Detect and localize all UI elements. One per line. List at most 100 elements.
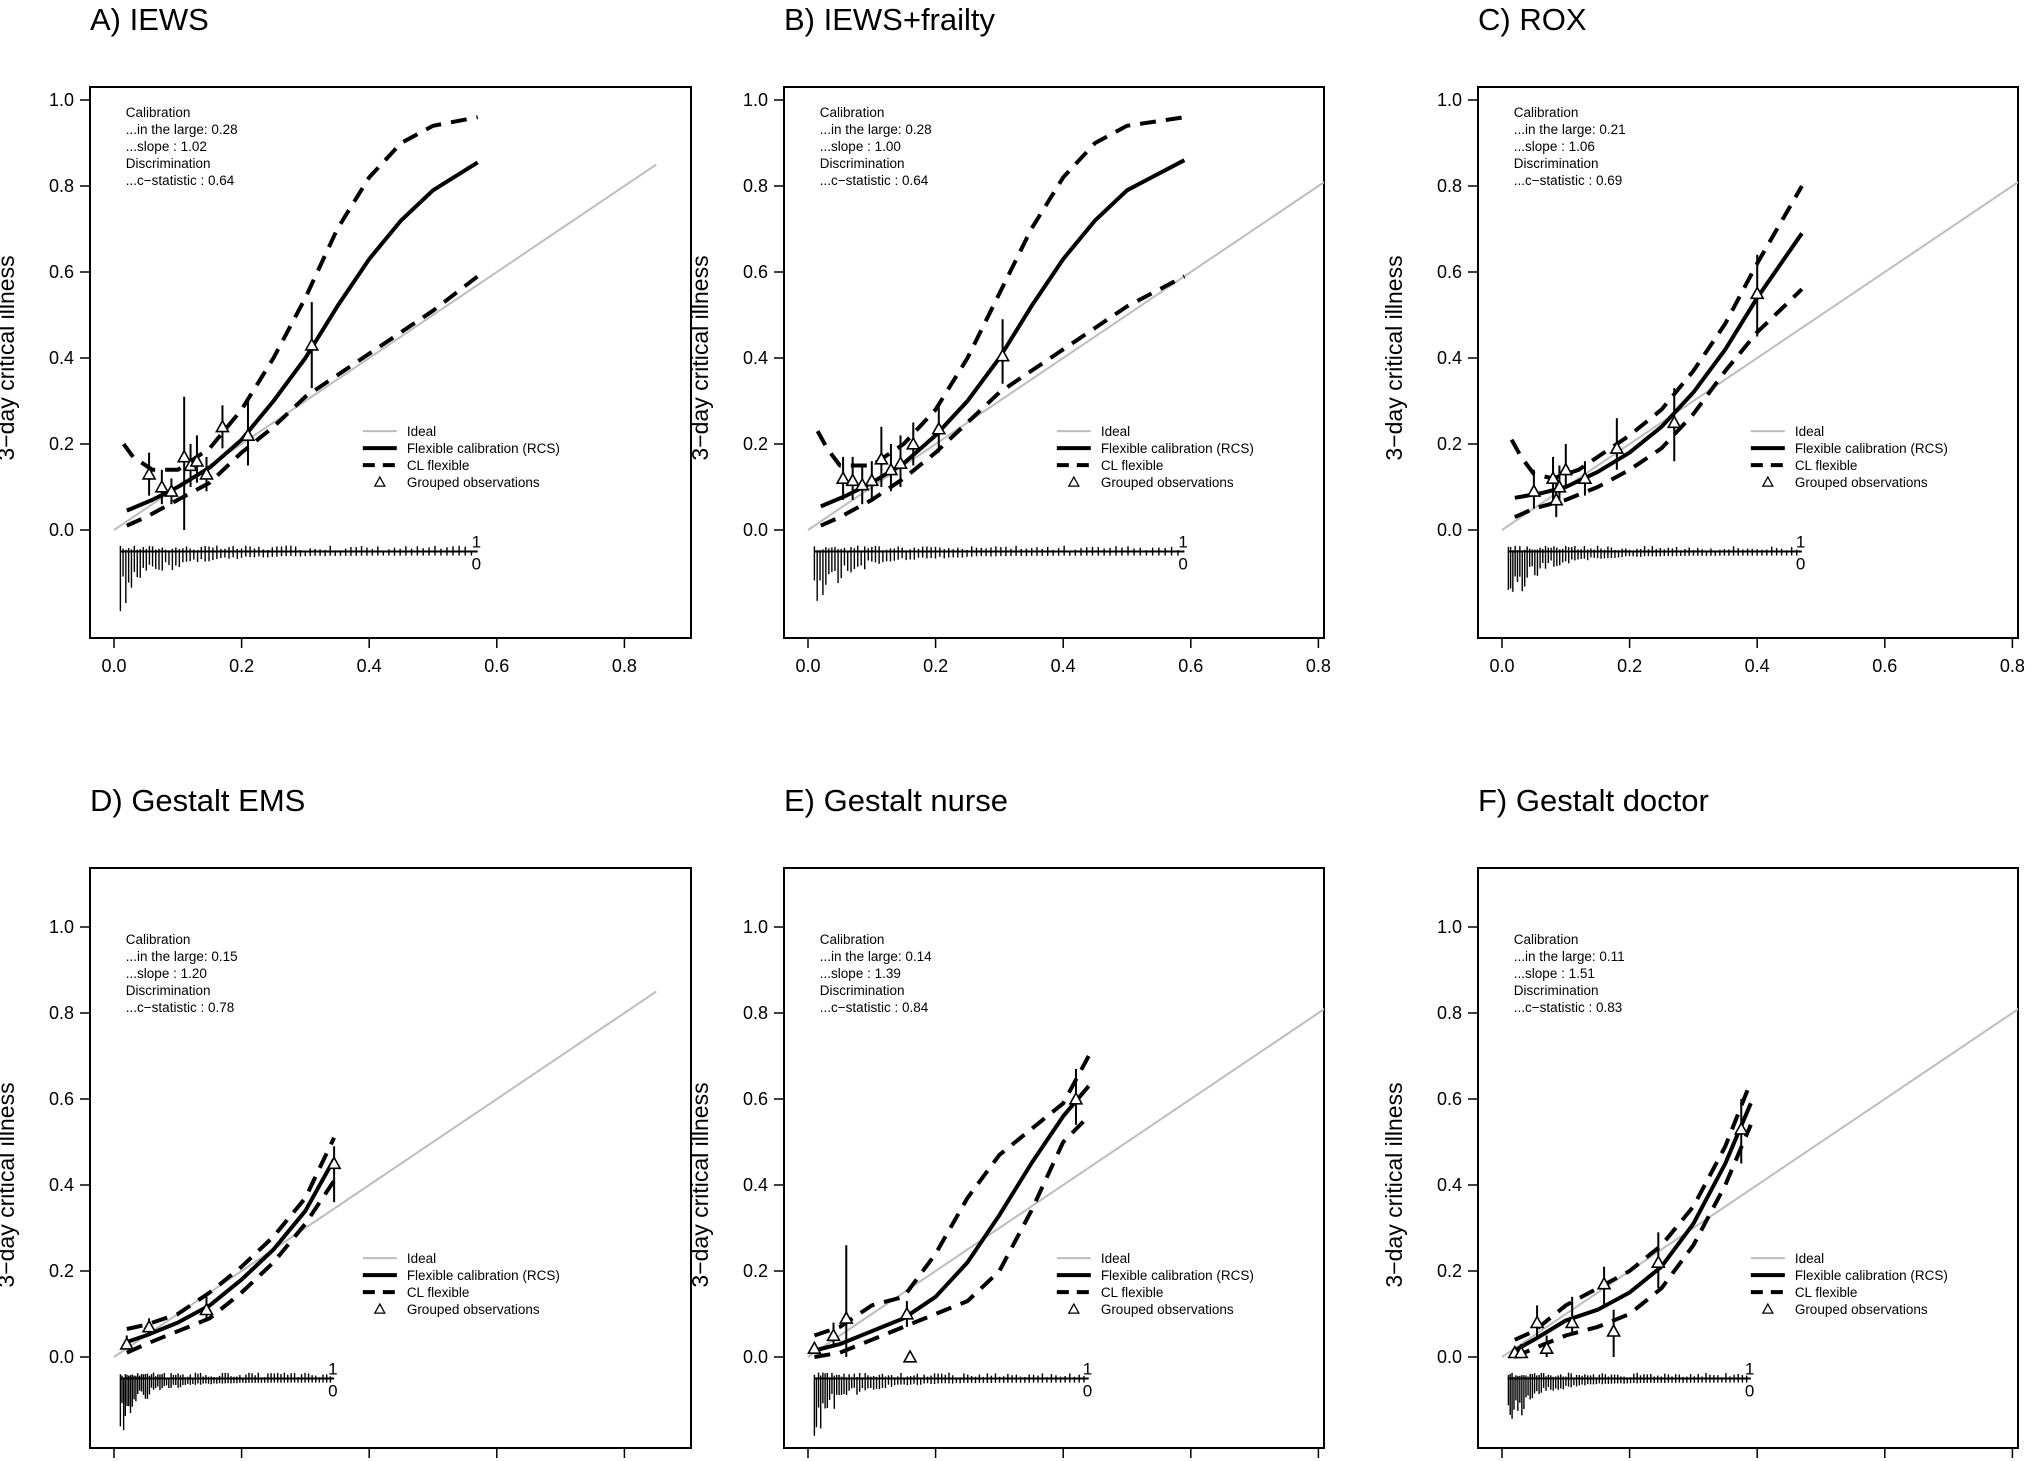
calibration-stat-line: Discrimination xyxy=(1514,983,1599,998)
legend-label: Flexible calibration (RCS) xyxy=(1795,1268,1948,1283)
calibration-stat-line: Discrimination xyxy=(1514,156,1599,171)
legend-swatch-observation xyxy=(1761,475,1774,487)
x-tick-label: 0.2 xyxy=(229,656,254,676)
calibration-stat-line: ...in the large: 0.28 xyxy=(820,122,932,137)
grouped-observation-marker xyxy=(189,453,205,467)
grouped-observation-marker xyxy=(199,1302,214,1316)
y-tick-label: 0.2 xyxy=(743,434,768,454)
calibration-stat-line: ...c−statistic : 0.83 xyxy=(1514,1000,1622,1015)
legend-swatch-observation xyxy=(1761,1302,1774,1314)
y-axis-label: 3−day critical illness xyxy=(0,1082,19,1287)
flexible-calibration-curve xyxy=(1514,232,1804,500)
y-tick-label: 1.0 xyxy=(743,917,768,937)
distribution-rug xyxy=(813,1372,1085,1436)
rug-label-nonevent: 0 xyxy=(472,555,481,574)
calibration-stat-line: Calibration xyxy=(1514,932,1579,947)
grouped-observation-marker xyxy=(905,436,921,450)
legend-label: Flexible calibration (RCS) xyxy=(1795,441,1948,456)
flexible-calibration-curve xyxy=(126,1158,336,1344)
distribution-rug xyxy=(1507,1372,1748,1419)
calibration-stat-line: Discrimination xyxy=(126,983,211,998)
ideal-line xyxy=(807,1008,1324,1358)
y-axis-label: 3−day critical illness xyxy=(687,1082,713,1287)
y-tick-label: 1.0 xyxy=(743,90,768,110)
plot-frame xyxy=(783,86,1325,639)
legend-label: CL flexible xyxy=(407,458,470,473)
calibration-stat-line: Discrimination xyxy=(820,983,905,998)
x-tick-label: 0.0 xyxy=(1489,656,1514,676)
y-tick-label: 0.6 xyxy=(1437,1089,1462,1109)
grouped-observation-marker xyxy=(826,1327,841,1342)
legend: Ideal Flexible calibration (RCS) CL flexib… xyxy=(1056,424,1254,490)
grouped-observation-marker xyxy=(1068,1091,1084,1105)
x-tick-label: 0.8 xyxy=(1306,656,1331,676)
calibration-stat-line: Discrimination xyxy=(126,156,211,171)
y-tick-label: 0.8 xyxy=(1437,1003,1462,1023)
confidence-limit-curve-2 xyxy=(814,1114,1091,1359)
calibration-stat-line: ...in the large: 0.21 xyxy=(1514,122,1626,137)
x-tick-label: 0.8 xyxy=(2000,656,2025,676)
grouped-observation-marker xyxy=(1577,470,1593,485)
x-tick-label: 0.0 xyxy=(795,656,820,676)
y-tick-label: 0.8 xyxy=(1437,176,1462,196)
calibration-stat-line: ...c−statistic : 0.64 xyxy=(820,173,929,188)
y-tick-label: 0.8 xyxy=(743,176,768,196)
legend-label: Flexible calibration (RCS) xyxy=(1101,1268,1254,1283)
y-tick-label: 0.2 xyxy=(49,434,74,454)
legend: Ideal Flexible calibration (RCS) CL flexib… xyxy=(1056,1251,1254,1317)
y-tick-label: 0.0 xyxy=(49,1347,74,1367)
calibration-stat-line: ...c−statistic : 0.69 xyxy=(1514,173,1622,188)
y-tick-label: 0.0 xyxy=(49,520,74,540)
distribution-rug xyxy=(119,545,473,612)
grouped-observation-marker xyxy=(883,462,899,476)
calibration-panel-1: A) IEWS 3−day critical illness 0.0 0.2 0.4 0.… xyxy=(0,2,692,676)
x-tick-label: 0.6 xyxy=(1872,656,1897,676)
grouped-observation-marker xyxy=(893,455,908,469)
rug-label-event: 1 xyxy=(1178,533,1187,552)
calibration-stat-line: ...slope : 1.02 xyxy=(126,139,207,154)
grouped-observation-marker xyxy=(899,1306,915,1320)
legend-label: Grouped observations xyxy=(1795,1302,1928,1317)
calibration-panel-2: B) IEWS+frailty 3−day critical illness 0.0… xyxy=(687,2,1331,676)
rug-label-nonevent: 0 xyxy=(1796,555,1805,574)
panel-title: E) Gestalt nurse xyxy=(784,783,1008,818)
y-tick-label: 0.4 xyxy=(743,1175,768,1195)
legend-label: Ideal xyxy=(407,424,436,439)
confidence-limit-curve-1 xyxy=(815,115,1185,468)
y-tick-label: 0.0 xyxy=(1437,520,1462,540)
x-tick-label: 0.4 xyxy=(357,656,382,676)
calibration-stat-line: ...in the large: 0.14 xyxy=(820,949,932,964)
y-tick-label: 0.8 xyxy=(49,176,74,196)
grouped-observation-marker xyxy=(838,1310,854,1324)
rug-label-event: 1 xyxy=(1745,1360,1754,1379)
calibration-stat-line: ...in the large: 0.28 xyxy=(126,122,238,137)
ideal-line xyxy=(113,990,657,1358)
legend-label: CL flexible xyxy=(1101,1285,1164,1300)
y-tick-label: 0.4 xyxy=(49,348,74,368)
confidence-limit-curve-2 xyxy=(819,274,1186,528)
legend-swatch-observation xyxy=(1067,475,1080,487)
calibration-stat-line: Calibration xyxy=(126,105,191,120)
grouped-observation-marker xyxy=(854,477,870,491)
legend: Ideal Flexible calibration (RCS) CL flexib… xyxy=(362,424,560,490)
panel-title: B) IEWS+frailty xyxy=(784,2,996,37)
flexible-calibration-curve xyxy=(813,1084,1091,1353)
calibration-stat-line: Calibration xyxy=(820,932,885,947)
y-tick-label: 1.0 xyxy=(1437,90,1462,110)
y-tick-label: 0.6 xyxy=(1437,262,1462,282)
legend-label: Flexible calibration (RCS) xyxy=(407,441,560,456)
y-tick-label: 0.2 xyxy=(49,1261,74,1281)
grouped-observation-marker xyxy=(215,419,230,433)
plot-frame xyxy=(89,86,692,639)
grouped-observation-marker xyxy=(240,427,256,442)
x-tick-label: 0.4 xyxy=(1051,656,1076,676)
grouped-observation-marker xyxy=(1650,1254,1666,1268)
y-axis-label: 3−day critical illness xyxy=(687,255,713,460)
grouped-observation-marker xyxy=(864,472,880,487)
grouped-observation-marker xyxy=(807,1340,822,1354)
rug-label-nonevent: 0 xyxy=(1745,1382,1754,1401)
grouped-observation-marker xyxy=(1749,285,1765,300)
grouped-observation-marker xyxy=(154,479,170,493)
calibration-panel-3: C) ROX 3−day critical illness 0.0 0.2 0.4 0.6… xyxy=(1381,2,2025,676)
plot-frame xyxy=(783,867,1325,1449)
